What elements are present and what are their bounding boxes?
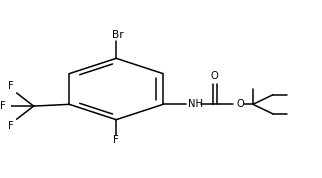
Text: NH: NH bbox=[187, 99, 203, 109]
Text: O: O bbox=[211, 71, 219, 81]
Text: F: F bbox=[8, 81, 14, 91]
Text: F: F bbox=[113, 135, 119, 145]
Text: Br: Br bbox=[112, 30, 124, 40]
Text: F: F bbox=[8, 121, 14, 131]
Text: F: F bbox=[0, 101, 5, 111]
Text: O: O bbox=[236, 99, 244, 109]
